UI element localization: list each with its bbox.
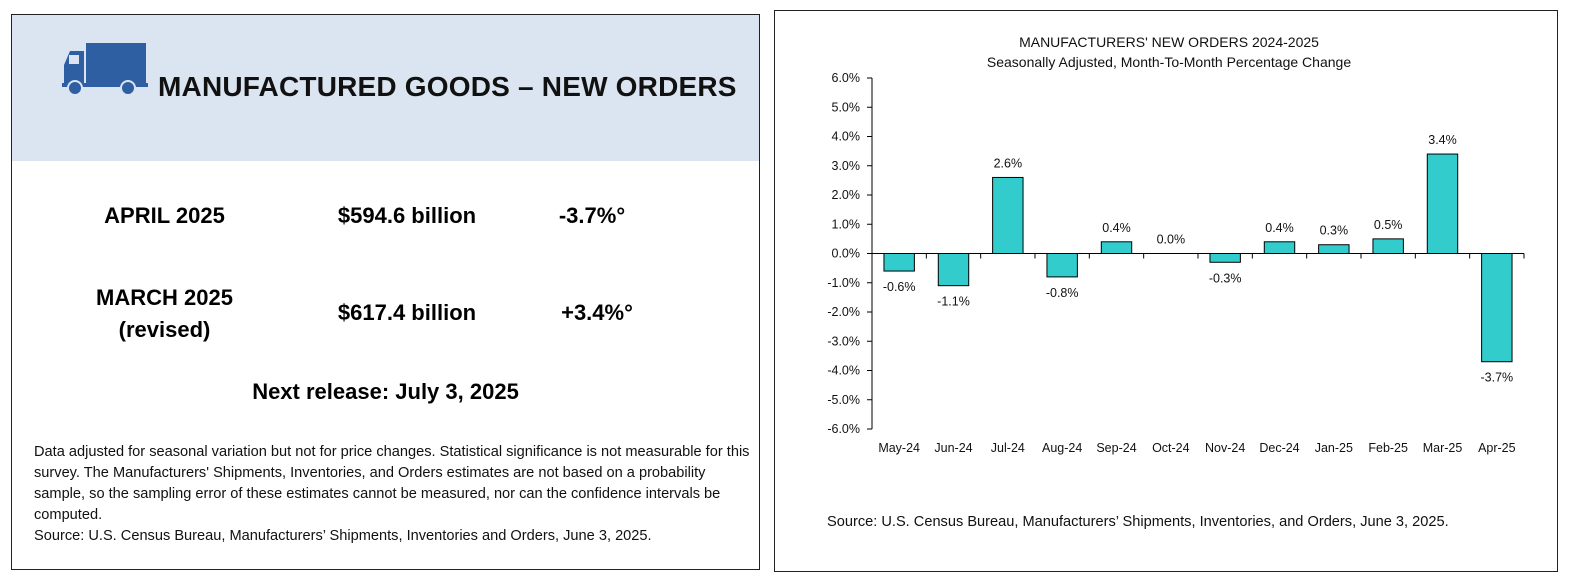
- change-april: -3.7%°: [558, 203, 626, 228]
- bar-dec-24: [1263, 241, 1296, 255]
- data-label: 0.0%: [1157, 233, 1186, 247]
- bar-jul-24: [992, 176, 1024, 254]
- y-tick-label: 2.0%: [832, 188, 861, 202]
- note-source: Source: U.S. Census Bureau, Manufacturer…: [34, 528, 652, 544]
- bar-aug-24: [1046, 253, 1078, 278]
- y-tick-label: -3.0%: [827, 334, 860, 348]
- data-label: 0.4%: [1265, 221, 1294, 235]
- value-march: $617.4 billion: [337, 300, 477, 325]
- x-tick-label: Nov-24: [1205, 441, 1245, 455]
- data-label: -1.1%: [937, 295, 970, 309]
- data-label: 2.6%: [994, 156, 1023, 170]
- chart-axes: 6.0% 5.0% 4.0% 3.0% 2.0% 1.0% 0.0% -1.0% -2.0% -3…: [827, 71, 1525, 455]
- bar-apr-25: [1481, 253, 1513, 363]
- bar-nov-24: [1209, 253, 1241, 263]
- y-tick-label: 4.0%: [832, 130, 861, 144]
- x-tick-label: Dec-24: [1259, 441, 1299, 455]
- y-tick-label: 5.0%: [832, 100, 861, 114]
- data-label: -0.8%: [1046, 286, 1079, 300]
- new-orders-chart: MANUFACTURERS' NEW ORDERS 2024-2025 Seas…: [827, 34, 1525, 530]
- chart-panel: MANUFACTURERS' NEW ORDERS 2024-2025 Seas…: [774, 10, 1558, 572]
- title-banner: MANUFACTURED GOODS – NEW ORDERS: [12, 15, 759, 161]
- y-tick-label: -6.0%: [827, 422, 860, 436]
- next-release: Next release: July 3, 2025: [252, 379, 519, 404]
- x-tick-label: Apr-25: [1478, 441, 1516, 455]
- bar-jan-25: [1318, 244, 1350, 255]
- x-tick-label: Jul-24: [991, 441, 1025, 455]
- x-tick-label: Jan-25: [1315, 441, 1353, 455]
- data-label: 0.5%: [1374, 218, 1403, 232]
- data-label: 0.3%: [1320, 224, 1349, 238]
- change-march: +3.4%°: [561, 300, 633, 325]
- chart-subtitle: Seasonally Adjusted, Month-To-Month Perc…: [987, 54, 1351, 70]
- data-label: 0.4%: [1102, 221, 1131, 235]
- x-tick-label: May-24: [878, 441, 920, 455]
- period-april: APRIL 2025: [104, 203, 225, 228]
- chart-data-labels: -0.6% -1.1% 2.6% -0.8% 0.4% 0.0% -0.3% 0.4% 0.3%…: [883, 133, 1513, 385]
- methodology-note: Data adjusted for seasonal variation but…: [34, 442, 750, 547]
- x-tick-label: Sep-24: [1096, 441, 1136, 455]
- data-label: -0.3%: [1209, 271, 1242, 285]
- bar-may-24: [883, 253, 915, 272]
- y-tick-label: -2.0%: [827, 305, 860, 319]
- x-tick-label: Feb-25: [1368, 441, 1408, 455]
- bar-sep-24: [1100, 241, 1133, 255]
- bar-jun-24: [937, 253, 970, 287]
- x-tick-label: Jun-24: [934, 441, 972, 455]
- y-tick-label: 3.0%: [832, 159, 861, 173]
- period-march: MARCH 2025: [96, 285, 233, 310]
- y-tick-label: -1.0%: [827, 276, 860, 290]
- x-tick-label: Aug-24: [1042, 441, 1082, 455]
- y-tick-label: -5.0%: [827, 393, 860, 407]
- truck-icon: [62, 43, 148, 96]
- summary-title: MANUFACTURED GOODS – NEW ORDERS: [158, 71, 737, 102]
- note-text: Data adjusted for seasonal variation but…: [34, 444, 750, 523]
- bar-feb-25: [1372, 238, 1404, 254]
- chart-title: MANUFACTURERS' NEW ORDERS 2024-2025: [1019, 34, 1319, 50]
- data-label: -3.7%: [1481, 371, 1514, 385]
- value-april: $594.6 billion: [337, 203, 477, 228]
- data-label: -0.6%: [883, 280, 916, 294]
- x-tick-label: Oct-24: [1152, 441, 1190, 455]
- summary-panel: MANUFACTURED GOODS – NEW ORDERS APRIL 20…: [11, 14, 760, 570]
- chart-bars: [883, 153, 1513, 363]
- period-march-revised: (revised): [118, 317, 211, 342]
- y-tick-label: 0.0%: [832, 247, 861, 261]
- y-tick-label: 6.0%: [832, 71, 861, 85]
- chart-source: Source: U.S. Census Bureau, Manufacturer…: [827, 514, 1449, 530]
- x-tick-label: Mar-25: [1423, 441, 1463, 455]
- bar-mar-25: [1426, 153, 1459, 254]
- y-tick-label: -4.0%: [827, 364, 860, 378]
- data-label: 3.4%: [1428, 133, 1457, 147]
- y-tick-label: 1.0%: [832, 217, 861, 231]
